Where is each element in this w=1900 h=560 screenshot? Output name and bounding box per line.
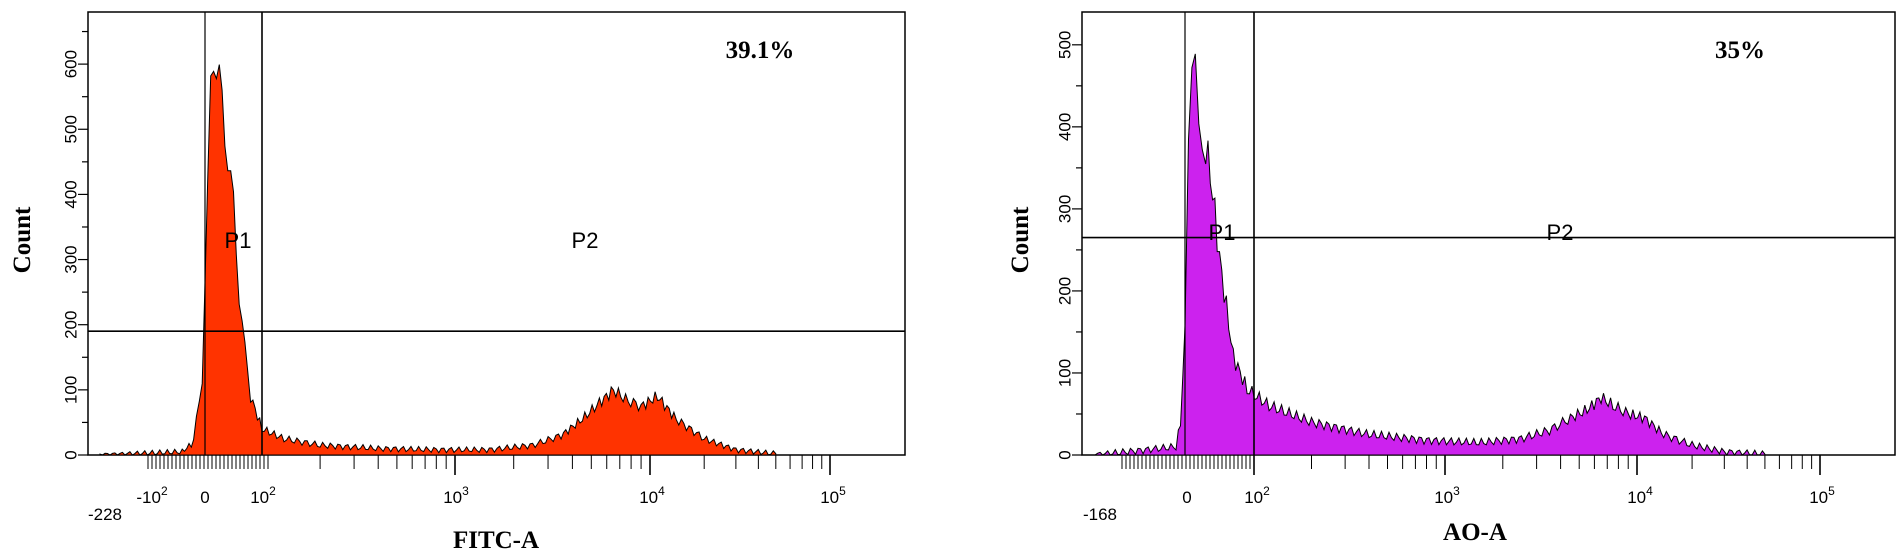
x-tick-label: 103 xyxy=(443,484,469,507)
y-tick-label: 0 xyxy=(61,450,80,459)
x-tick-label: 102 xyxy=(250,484,276,507)
y-tick-label: 100 xyxy=(61,376,80,404)
gate-label-p1: P1 xyxy=(1209,220,1236,245)
y-tick-label: 400 xyxy=(1055,113,1074,141)
x-axis-title: FITC-A xyxy=(453,527,539,554)
y-tick-label: 100 xyxy=(1055,359,1074,387)
y-axis-title: Count xyxy=(1007,206,1034,273)
x-tick-label: -228 xyxy=(88,505,122,524)
x-tick-label: 105 xyxy=(820,484,846,507)
x-tick-label: 104 xyxy=(1627,484,1653,507)
gate-label-p1: P1 xyxy=(225,228,252,253)
percentage-annotation: 39.1% xyxy=(726,37,795,64)
histogram-area xyxy=(99,64,777,456)
percentage-annotation: 35% xyxy=(1715,37,1765,64)
x-tick-label: 105 xyxy=(1809,484,1835,507)
x-tick-label: -102 xyxy=(136,484,168,507)
y-tick-label: 500 xyxy=(1055,31,1074,59)
x-tick-label: 103 xyxy=(1434,484,1460,507)
x-tick-label: 0 xyxy=(200,488,209,507)
y-tick-label: 200 xyxy=(1055,277,1074,305)
x-tick-label: 104 xyxy=(639,484,665,507)
y-tick-label: 500 xyxy=(61,115,80,143)
y-axis-title: Count xyxy=(9,206,36,273)
histogram-panel-1: 0 100 200 300 400 500 600 -228 -102 0 102 103 104 105… xyxy=(9,11,906,554)
histogram-panel-2: 0 100 200 300 400 500 -168 0 102 103 104 105 P1 P2 35%… xyxy=(1007,11,1896,546)
y-tick-label: 200 xyxy=(61,311,80,339)
histogram-area xyxy=(1093,53,1766,456)
x-tick-label: 102 xyxy=(1244,484,1270,507)
x-axis-title: AO-A xyxy=(1443,519,1507,546)
y-tick-label: 300 xyxy=(61,245,80,273)
y-tick-label: 400 xyxy=(61,180,80,208)
gate-label-p2: P2 xyxy=(572,228,599,253)
y-tick-label: 0 xyxy=(1055,450,1074,459)
x-tick-label: 0 xyxy=(1182,488,1191,507)
y-tick-label: 300 xyxy=(1055,195,1074,223)
gate-label-p2: P2 xyxy=(1547,220,1574,245)
x-tick-label: -168 xyxy=(1083,505,1117,524)
y-tick-label: 600 xyxy=(61,50,80,78)
